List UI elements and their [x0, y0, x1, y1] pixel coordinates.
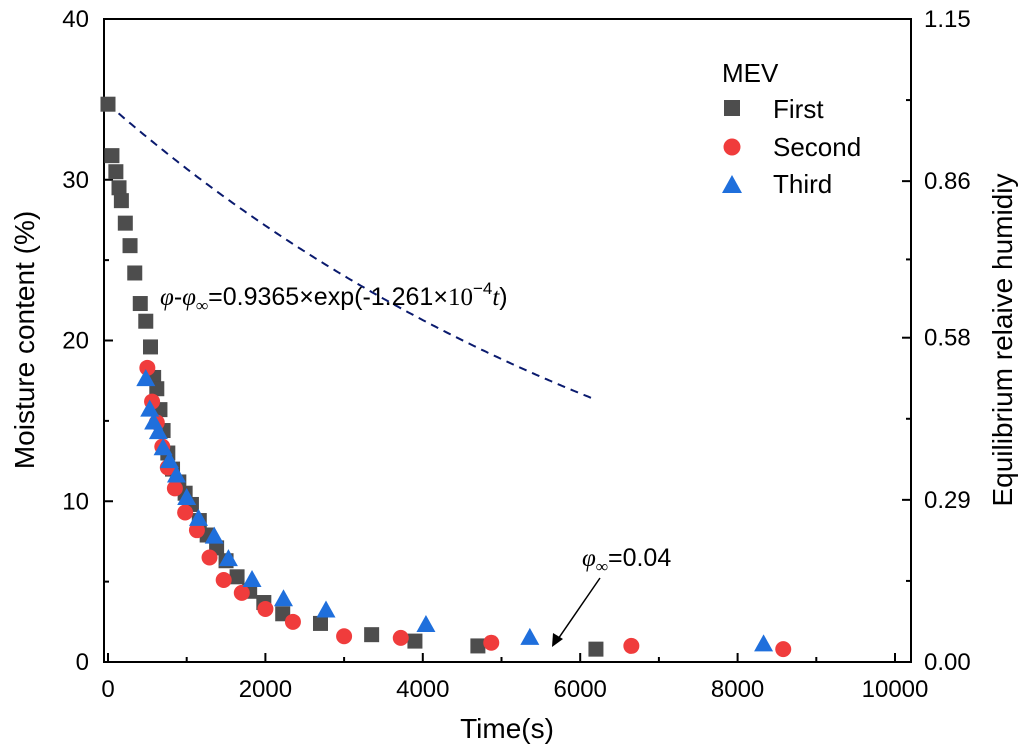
point-third [159, 451, 179, 469]
legend-marker-first [724, 100, 740, 116]
point-third [204, 526, 224, 544]
point-first [113, 193, 129, 209]
eq-dash: - [174, 283, 182, 311]
point-second [188, 522, 205, 539]
x-tick-label: 4000 [396, 676, 449, 703]
x-axis-label: Time(s) [460, 713, 554, 744]
phi-inf-phi: φ [582, 545, 596, 572]
phi-inf-annotation: φ∞=0.04 [582, 544, 671, 576]
point-first [470, 638, 486, 654]
point-third [316, 600, 336, 618]
point-third [242, 570, 262, 588]
annotation-arrow-head [552, 633, 563, 647]
point-third [140, 399, 160, 417]
point-third [754, 634, 774, 652]
x-tick-label: 6000 [554, 676, 607, 703]
point-first [407, 633, 423, 649]
point-third [148, 422, 168, 440]
fit-curve [107, 103, 597, 401]
point-second [139, 359, 156, 376]
point-first [364, 627, 380, 643]
point-first [111, 180, 127, 196]
y2-tick-label: 0.00 [924, 649, 971, 676]
y-tick-label: 20 [62, 328, 89, 355]
point-third [274, 589, 294, 607]
phi-inf-value: =0.04 [608, 544, 671, 572]
legend-marker-third [722, 175, 742, 193]
point-second [775, 641, 792, 658]
legend-title: MEV [722, 58, 779, 88]
point-first [132, 296, 148, 312]
point-second [233, 584, 250, 601]
fit-curve-line [107, 103, 597, 401]
eq-phi-inf: φ [182, 284, 196, 311]
point-second [392, 629, 409, 646]
point-first [108, 164, 124, 180]
x-tick-label: 10000 [862, 676, 929, 703]
ticks: 0 2000 4000 6000 8000 10000 0 10 20 30 40 0.00 0.29 0… [62, 6, 970, 703]
point-first [588, 641, 604, 657]
point-first [312, 615, 328, 631]
point-third [166, 465, 186, 483]
point-third [136, 369, 156, 387]
y-tick-label: 0 [76, 649, 89, 676]
point-third [189, 508, 209, 526]
y2-tick-label: 0.86 [924, 168, 971, 195]
eq-phi: φ [160, 284, 174, 311]
equation-annotation: φ-φ∞=0.9365×exp(-1.261×10−4t) [160, 279, 508, 315]
phi-inf-subscript: ∞ [596, 557, 608, 576]
point-first [142, 339, 158, 355]
point-first [229, 569, 245, 585]
y2-axis-label: Equilibrium relaive humidiy [987, 173, 1018, 506]
eq-ten: 10 [448, 284, 473, 311]
point-third [177, 488, 197, 506]
x-tick-label: 8000 [711, 676, 764, 703]
point-third [153, 438, 173, 456]
point-second [336, 628, 353, 645]
point-second [201, 549, 218, 566]
eq-exponent: −4 [473, 279, 492, 298]
point-first [104, 148, 120, 164]
point-first [122, 238, 138, 254]
y2-tick-label: 0.58 [924, 325, 971, 352]
point-third [218, 549, 238, 567]
y-axis-label: Moisture content (%) [9, 211, 40, 469]
eq-close: ) [499, 283, 507, 311]
legend: MEV First Second Third [722, 58, 861, 199]
y-tick-label: 40 [62, 6, 89, 33]
point-first [138, 313, 154, 329]
point-second [284, 613, 301, 630]
point-first [127, 265, 143, 281]
eq-t: t [492, 284, 500, 311]
y-tick-label: 30 [62, 167, 89, 194]
x-tick-label: 2000 [239, 676, 292, 703]
y2-tick-label: 1.15 [924, 6, 971, 33]
point-second [177, 504, 194, 521]
data-points [100, 96, 792, 658]
point-first [117, 215, 133, 231]
eq-inf-subscript: ∞ [196, 296, 208, 315]
legend-label-second: Second [773, 132, 861, 162]
point-second [623, 637, 640, 654]
point-third [520, 627, 540, 645]
point-second [483, 634, 500, 651]
annotation-arrow-line [555, 577, 601, 643]
y-tick-label: 10 [62, 488, 89, 515]
x-tick-label: 0 [101, 676, 114, 703]
point-third [416, 615, 436, 633]
eq-body: =0.9365×exp(-1.261× [208, 283, 448, 311]
legend-label-third: Third [773, 169, 832, 199]
point-second [257, 600, 274, 617]
point-second [166, 480, 183, 497]
y2-tick-label: 0.29 [924, 487, 971, 514]
legend-label-first: First [773, 94, 824, 124]
point-second [215, 572, 232, 589]
point-first [100, 96, 116, 112]
legend-marker-second [723, 138, 741, 156]
